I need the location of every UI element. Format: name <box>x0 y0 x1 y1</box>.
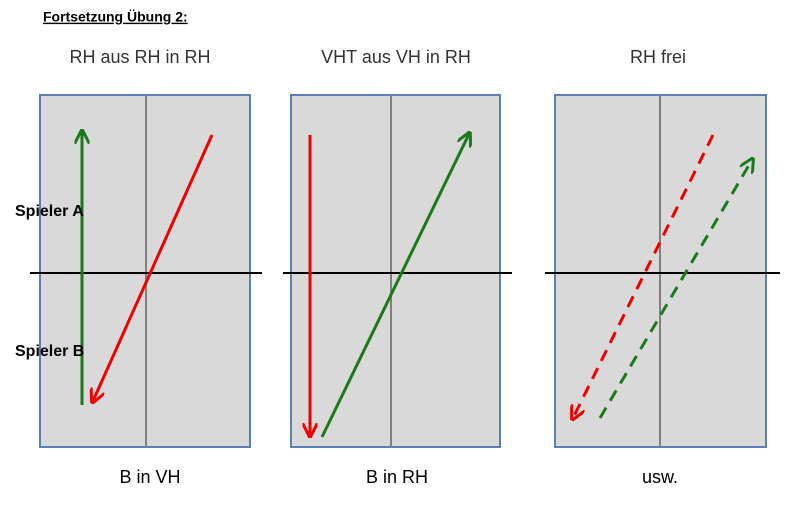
panel-title: RH frei <box>630 47 686 67</box>
arrow <box>320 134 469 438</box>
player-label: Spieler B <box>15 343 84 360</box>
player-label: Spieler A <box>15 203 84 220</box>
panel-footer: B in RH <box>366 467 428 487</box>
panel-title: VHT aus VH in RH <box>321 47 471 67</box>
header-title: Fortsetzung Übung 2: <box>43 9 188 25</box>
panel-title: RH aus RH in RH <box>69 47 210 67</box>
arrow <box>598 160 752 419</box>
panel-footer: usw. <box>642 467 678 487</box>
table <box>290 94 501 448</box>
panel-footer: B in VH <box>119 467 180 487</box>
arrow <box>93 134 214 401</box>
arrow <box>573 134 715 418</box>
